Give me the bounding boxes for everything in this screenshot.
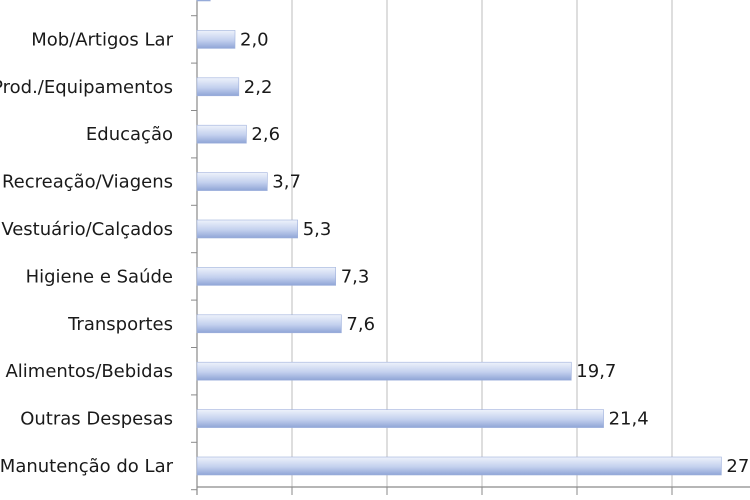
- bars: [196, 0, 722, 476]
- category-label: Alimentos/Bebidas: [5, 361, 173, 382]
- value-label: 2,2: [244, 77, 273, 98]
- labels: Fumo 0,7 Mob/Artigos Lar 2,0 Prod./Equipamen…: [0, 0, 750, 477]
- value-label: 21,4: [609, 409, 649, 430]
- bar-2: [196, 30, 236, 49]
- value-label: 3,7: [272, 172, 301, 193]
- category-label: Educação: [86, 124, 173, 145]
- category-label: Recreação/Viagens: [2, 172, 173, 193]
- value-label: 2,0: [240, 29, 269, 50]
- bar-5: [196, 172, 268, 191]
- bar-6: [196, 219, 298, 239]
- category-label: Fumo: [124, 0, 173, 3]
- category-label: Vestuário/Calçados: [1, 219, 173, 240]
- value-label: 7,3: [341, 266, 370, 287]
- value-label: 19,7: [576, 361, 616, 382]
- category-label: Outras Despesas: [20, 409, 173, 430]
- bar-8: [196, 314, 342, 334]
- bar-3: [196, 77, 240, 97]
- value-label: 5,3: [303, 219, 332, 240]
- category-label: Manutenção do Lar: [0, 456, 174, 477]
- value-label: 27,: [726, 456, 750, 477]
- value-label: 7,6: [346, 314, 375, 335]
- bar-7: [196, 267, 336, 286]
- value-label: 0,7: [215, 0, 244, 3]
- bar-10: [196, 409, 604, 428]
- bar-11: [196, 456, 722, 476]
- category-label: Prod./Equipamentos: [0, 77, 173, 98]
- bar-1: [196, 0, 211, 2]
- value-label: 2,6: [251, 124, 280, 145]
- bar-4: [196, 124, 247, 144]
- bar-9: [196, 361, 572, 381]
- category-label: Mob/Artigos Lar: [31, 29, 173, 50]
- category-label: Higiene e Saúde: [26, 266, 173, 287]
- category-label: Transportes: [67, 314, 173, 335]
